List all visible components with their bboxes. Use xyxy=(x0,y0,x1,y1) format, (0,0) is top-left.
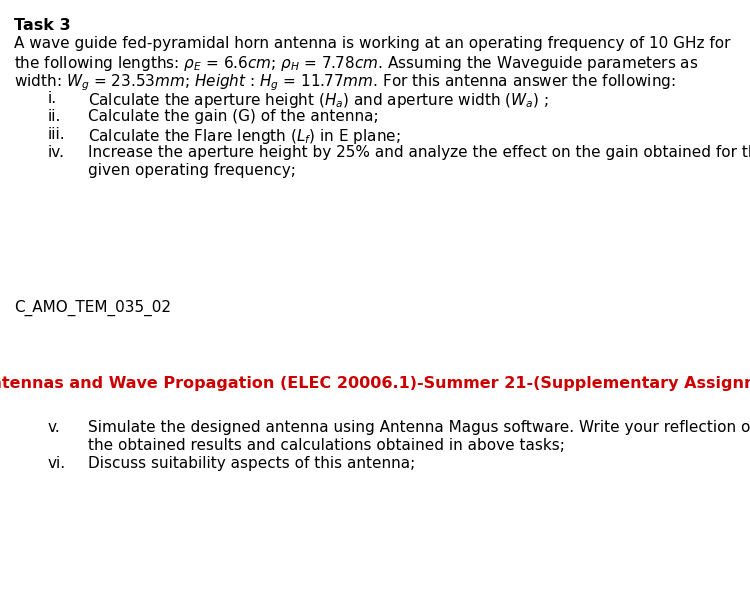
Text: the following lengths: $\rho_E$ = 6.6$cm$; $\rho_H$ = 7.78$cm$. Assuming the Wav: the following lengths: $\rho_E$ = 6.6$cm… xyxy=(14,54,698,73)
Text: i.: i. xyxy=(48,91,57,106)
Text: ii.: ii. xyxy=(48,109,62,124)
Text: given operating frequency;: given operating frequency; xyxy=(88,163,296,178)
Text: Antennas and Wave Propagation (ELEC 20006.1)-Summer 21-(Supplementary Assignme: Antennas and Wave Propagation (ELEC 2000… xyxy=(0,376,750,391)
Text: A wave guide fed-pyramidal horn antenna is working at an operating frequency of : A wave guide fed-pyramidal horn antenna … xyxy=(14,36,730,51)
Text: Calculate the Flare length ($L_f$) in E plane;: Calculate the Flare length ($L_f$) in E … xyxy=(88,127,400,146)
Text: Calculate the aperture height ($H_a$) and aperture width ($W_a$) ;: Calculate the aperture height ($H_a$) an… xyxy=(88,91,549,110)
Text: Discuss suitability aspects of this antenna;: Discuss suitability aspects of this ante… xyxy=(88,456,416,471)
Text: Simulate the designed antenna using Antenna Magus software. Write your reflectio: Simulate the designed antenna using Ante… xyxy=(88,420,750,435)
Text: C_AMO_TEM_035_02: C_AMO_TEM_035_02 xyxy=(14,300,171,316)
Text: Calculate the gain (G) of the antenna;: Calculate the gain (G) of the antenna; xyxy=(88,109,379,124)
Text: vi.: vi. xyxy=(48,456,66,471)
Text: iv.: iv. xyxy=(48,145,65,160)
Text: iii.: iii. xyxy=(48,127,66,142)
Text: Increase the aperture height by 25% and analyze the effect on the gain obtained : Increase the aperture height by 25% and … xyxy=(88,145,750,160)
Text: the obtained results and calculations obtained in above tasks;: the obtained results and calculations ob… xyxy=(88,438,565,453)
Text: width: $W_g$ = 23.53$mm$; $Height$ : $H_g$ = 11.77$mm$. For this antenna answer : width: $W_g$ = 23.53$mm$; $Height$ : $H_… xyxy=(14,72,676,93)
Text: v.: v. xyxy=(48,420,61,435)
Text: Task 3: Task 3 xyxy=(14,18,70,33)
